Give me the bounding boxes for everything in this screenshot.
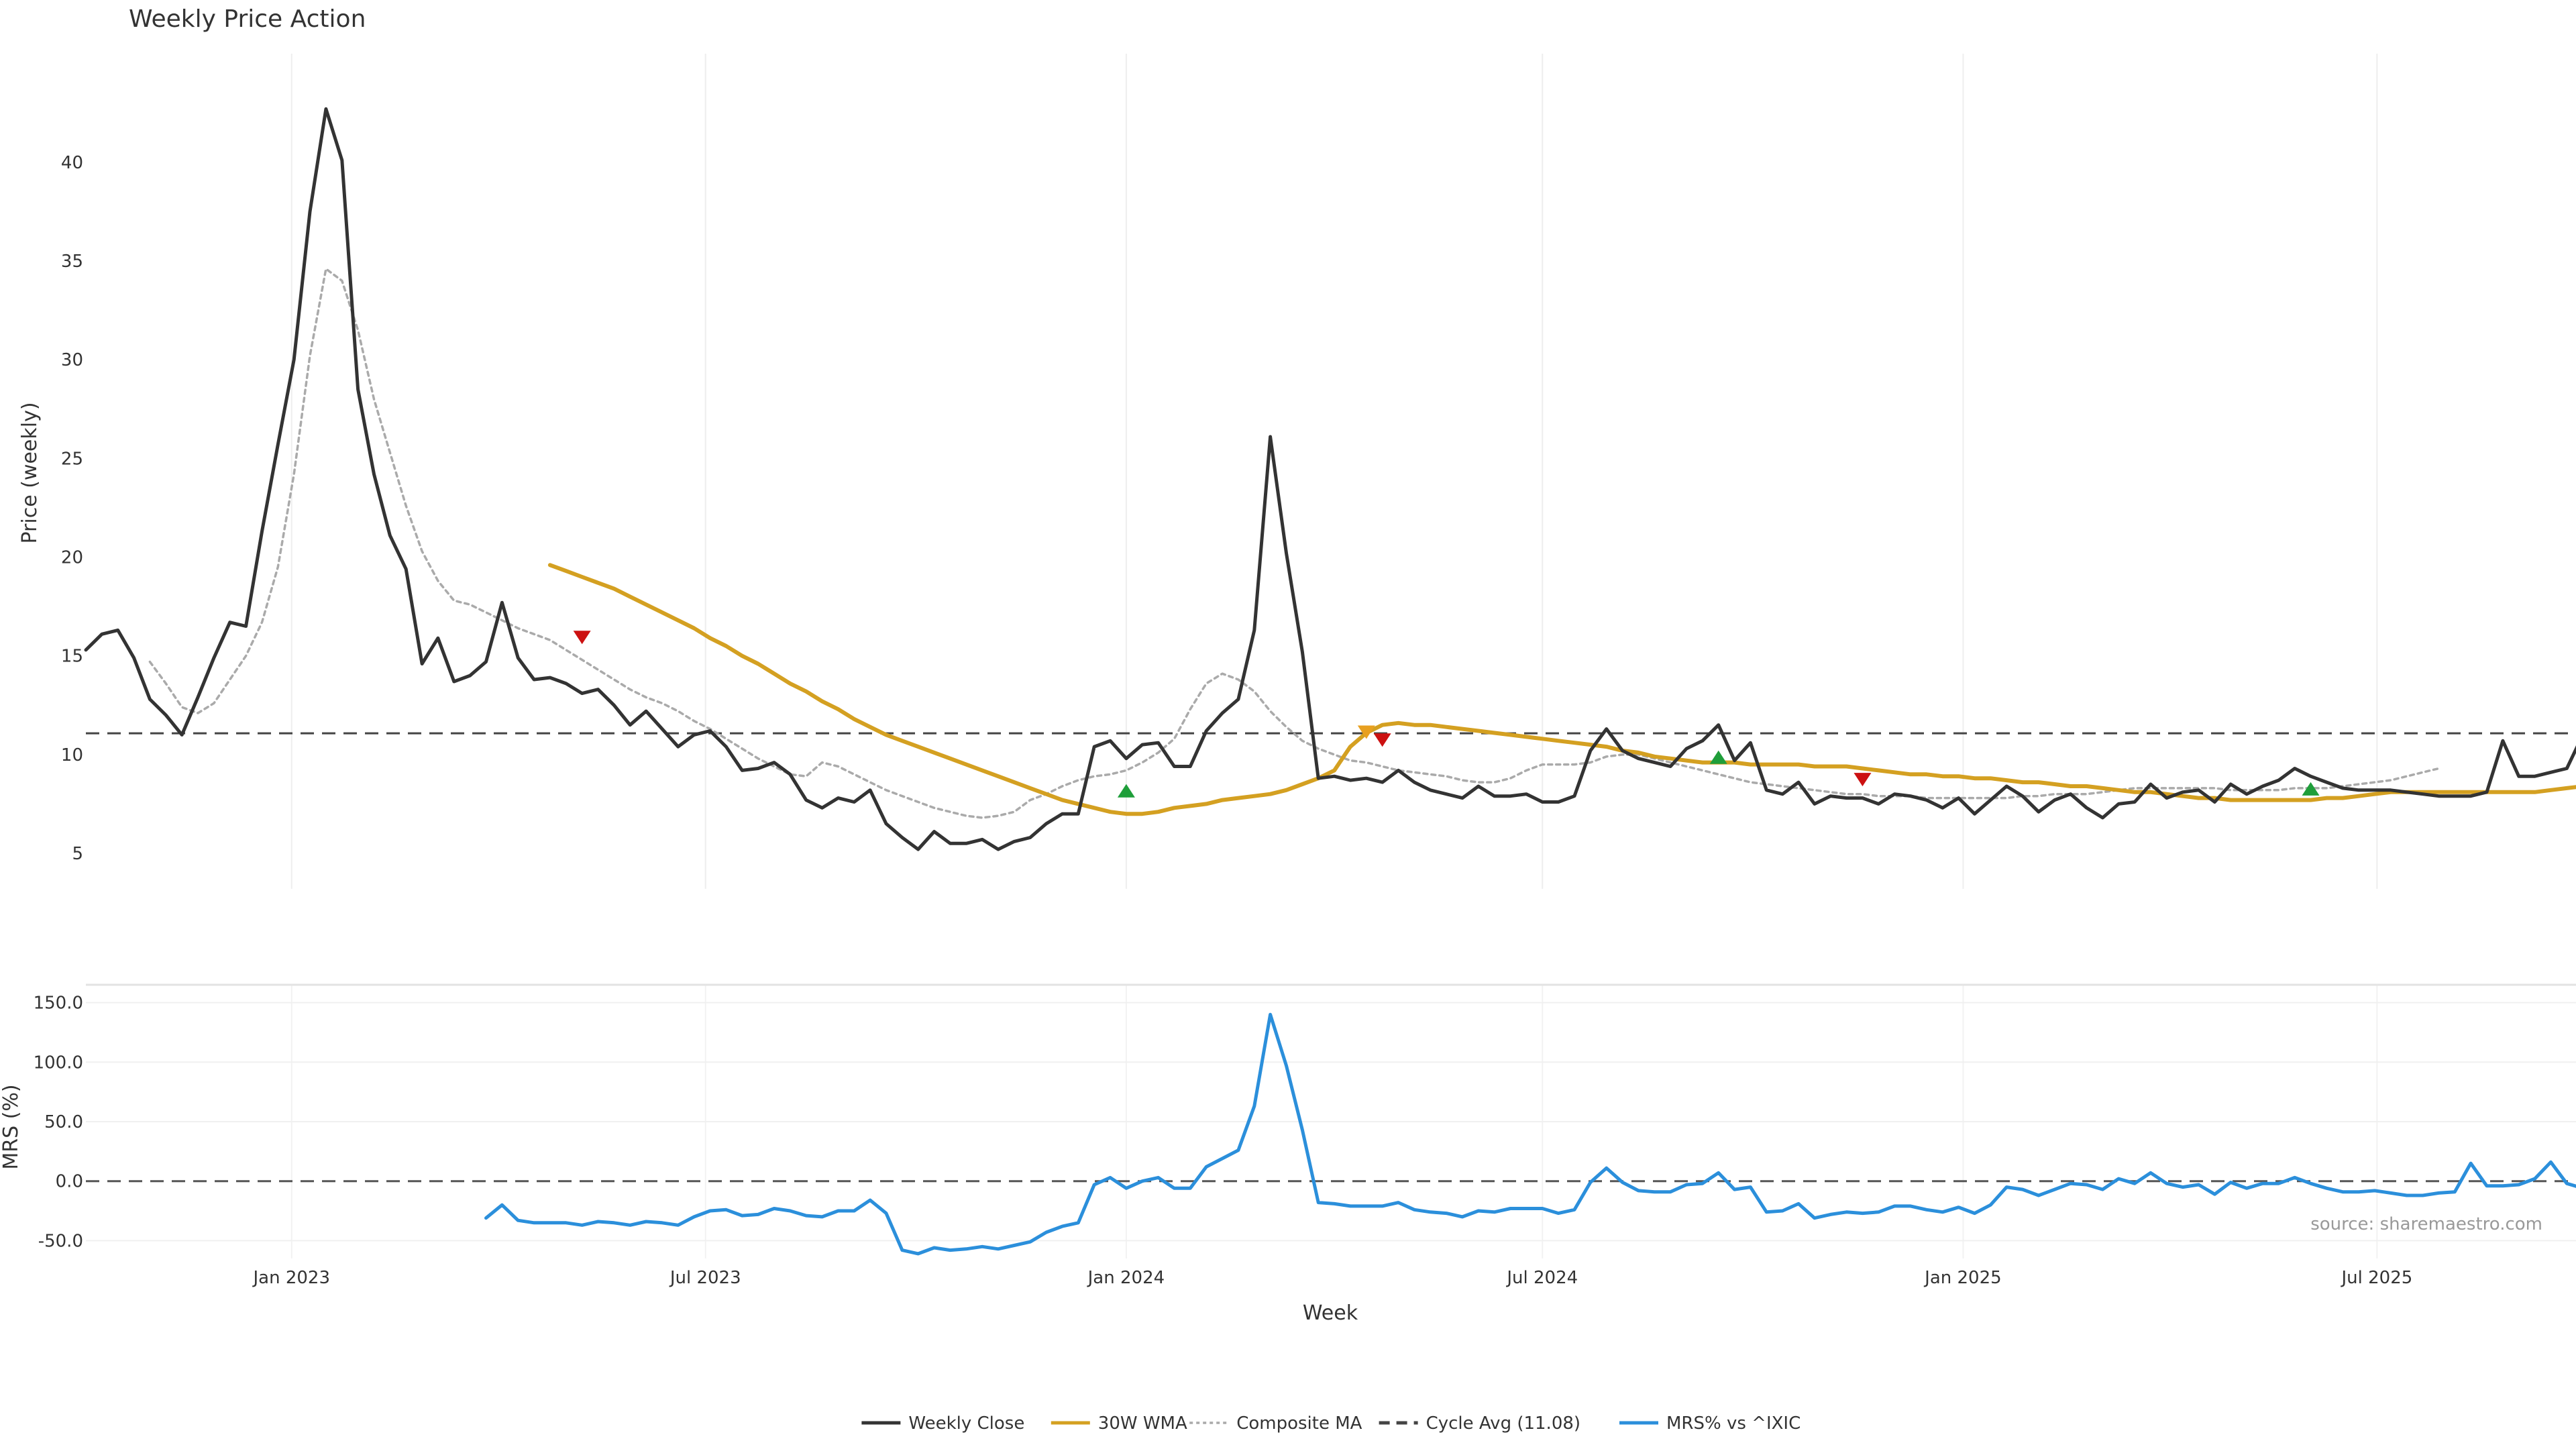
composite-ma-line (148, 268, 2440, 819)
buy-signal-marker (1117, 784, 1135, 798)
signal-markers (573, 631, 2320, 798)
legend-label: 30W WMA (1098, 1413, 1187, 1434)
price-y-tick-label: 25 (61, 449, 83, 469)
price-y-ticks: 5 10 15 20 25 30 35 40 (61, 153, 83, 864)
mrs-y-ticks: -50.0 0.0 50.0 100.0 150.0 (34, 994, 83, 1252)
x-tick-label: Jul 2025 (2340, 1268, 2412, 1288)
buy-signal-marker (2302, 782, 2320, 796)
price-y-tick-label: 35 (61, 252, 83, 272)
price-gridlines (290, 54, 2378, 889)
price-y-tick-label: 5 (72, 844, 83, 864)
weekly-close-line (84, 107, 2576, 851)
source-note: source: sharemaestro.com (2310, 1214, 2542, 1234)
mrs-gridlines (86, 985, 2576, 1258)
x-tick-label: Jul 2023 (669, 1268, 741, 1288)
mrs-y-tick-label: 0.0 (56, 1172, 83, 1192)
mrs-y-tick-label: -50.0 (38, 1231, 83, 1251)
sell-signal-marker (573, 631, 591, 645)
mrs-line (484, 1012, 2576, 1256)
x-ticks: Jan 2023 Jul 2023 Jan 2024 Jul 2024 Jan 2025… (252, 1268, 2413, 1288)
price-y-tick-label: 10 (61, 745, 83, 765)
price-y-tick-label: 40 (61, 153, 83, 173)
sell-signal-marker (1373, 733, 1391, 747)
mrs-series (86, 1012, 2576, 1256)
x-tick-label: Jan 2024 (1087, 1268, 1165, 1288)
x-tick-label: Jan 2023 (252, 1268, 331, 1288)
sell-signal-marker (1854, 773, 1872, 787)
legend-label: Composite MA (1236, 1413, 1362, 1434)
price-y-tick-label: 20 (61, 548, 83, 568)
legend-label: Weekly Close (908, 1413, 1024, 1434)
mrs-y-tick-label: 50.0 (44, 1112, 83, 1132)
price-y-axis-label: Price (weekly) (18, 402, 42, 543)
x-axis-label: Week (1303, 1301, 1358, 1325)
chart-title: Weekly Price Action (129, 5, 366, 33)
price-y-tick-label: 15 (61, 647, 83, 667)
legend-label: MRS% vs ^IXIC (1666, 1413, 1801, 1434)
buy-signal-marker (1709, 750, 1727, 764)
mrs-y-tick-label: 150.0 (34, 994, 83, 1014)
legend-label: Cycle Avg (11.08) (1426, 1413, 1580, 1434)
price-y-tick-label: 30 (61, 350, 83, 370)
wma-30w-line (547, 563, 2576, 816)
x-tick-label: Jan 2025 (1923, 1268, 2002, 1288)
sell-signal-marker (1357, 725, 1375, 739)
legend: Weekly Close 30W WMA Composite MA Cycle Avg… (861, 1413, 1801, 1434)
mrs-y-axis-label: MRS (%) (0, 1084, 23, 1169)
price-series (84, 107, 2576, 851)
x-tick-label: Jul 2024 (1505, 1268, 1578, 1288)
mrs-y-tick-label: 100.0 (34, 1053, 83, 1073)
